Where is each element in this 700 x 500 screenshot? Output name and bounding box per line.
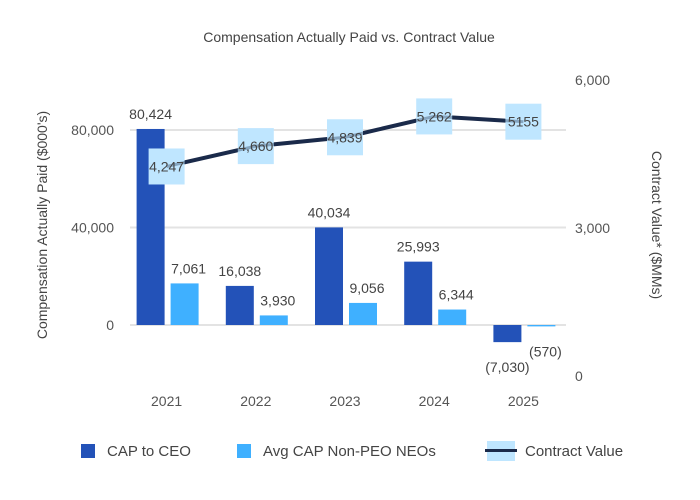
bar-neo	[438, 309, 467, 325]
bar-ceo	[404, 261, 433, 325]
legend-swatch-neo	[237, 444, 251, 458]
contract-value-marker	[148, 148, 185, 185]
y-left-axis-title: Compensation Actually Paid ($000's)	[34, 111, 50, 339]
line-series	[148, 98, 542, 185]
contract-value-marker	[505, 103, 542, 140]
data-label-neo: 7,061	[171, 260, 206, 276]
legend-item-neo[interactable]: Avg CAP Non-PEO NEOs	[237, 438, 436, 464]
contract-value-line-overlay	[166, 114, 524, 168]
data-label-contract: 5,262	[417, 108, 452, 124]
legend: CAP to CEO Avg CAP Non-PEO NEOs Contract…	[0, 438, 700, 468]
y-right-axis-title: Contract Value* ($MMs)	[649, 151, 665, 299]
y-left-tick-label: 80,000	[71, 122, 114, 138]
data-label-ceo: 80,424	[129, 106, 172, 122]
data-label-neo: (570)	[529, 343, 562, 359]
legend-label-neo: Avg CAP Non-PEO NEOs	[263, 442, 436, 460]
bar-neo	[349, 302, 377, 325]
x-tick-label: 2022	[240, 393, 271, 409]
bar-ceo	[315, 227, 343, 325]
legend-label-ceo: CAP to CEO	[107, 442, 191, 460]
data-label-contract: 5155	[508, 114, 539, 130]
legend-swatch-ceo	[81, 444, 95, 458]
data-label-ceo: 25,993	[397, 239, 440, 255]
y-right-tick-label: 0	[575, 368, 583, 384]
y-right-tick-label: 3,000	[575, 220, 610, 236]
bar-neo	[170, 283, 199, 325]
data-label-ceo: 40,034	[308, 204, 351, 220]
x-tick-label: 2021	[151, 393, 182, 409]
x-tick-label: 2023	[329, 393, 360, 409]
data-label-neo: 9,056	[349, 280, 384, 296]
data-label-contract: 4,247	[149, 158, 184, 174]
data-labels: 80,424 16,038 40,034 25,993 (7,030) 7,061 3,93…	[129, 106, 562, 375]
x-tick-label: 2025	[508, 393, 539, 409]
legend-label-contract: Contract Value	[525, 442, 624, 460]
chart-title: Compensation Actually Paid vs. Contract …	[203, 29, 495, 45]
data-label-neo: 6,344	[439, 287, 474, 303]
bar-ceo	[225, 285, 254, 325]
contract-value-marker	[327, 119, 363, 156]
bar-neo	[527, 325, 556, 327]
data-label-ceo: 16,038	[218, 263, 261, 279]
legend-item-contract[interactable]: Contract Value	[485, 438, 623, 464]
bar-neo	[259, 315, 288, 325]
contract-value-marker	[416, 98, 453, 135]
legend-swatch-contract	[485, 441, 517, 461]
x-tick-label: 2024	[419, 393, 450, 409]
legend-item-ceo[interactable]: CAP to CEO	[81, 438, 191, 464]
data-label-contract: 4,660	[238, 138, 273, 154]
data-label-neo: 3,930	[260, 292, 295, 308]
y-left-tick-label: 0	[106, 317, 114, 333]
y-right-tick-label: 6,000	[575, 72, 610, 88]
contract-value-marker	[237, 128, 274, 165]
data-label-contract: 4,839	[327, 129, 362, 145]
y-left-tick-label: 40,000	[71, 220, 114, 236]
data-label-ceo: (7,030)	[485, 359, 529, 375]
bar-ceo	[493, 325, 522, 343]
axis-ticks: 0 40,000 80,000 0 3,000 6,000 2021 2022 2023 2024…	[71, 72, 610, 409]
